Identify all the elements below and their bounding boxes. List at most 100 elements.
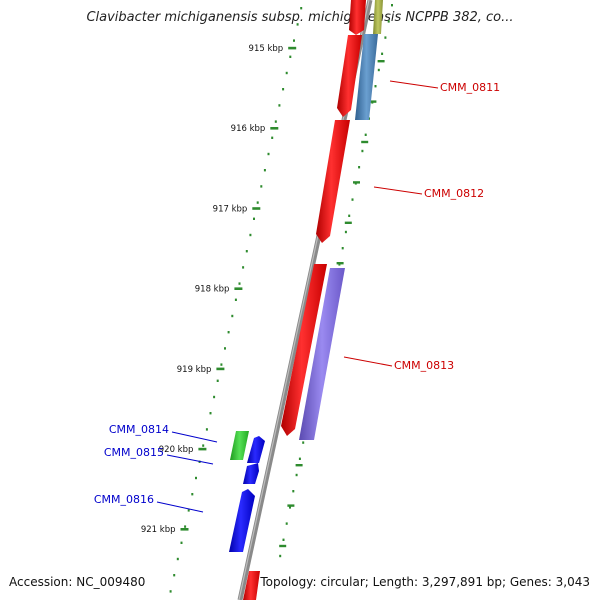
ruler-dot xyxy=(234,298,237,301)
leader-cmm-0814 xyxy=(171,431,218,443)
gene-shape-cmm-0812 xyxy=(316,120,350,243)
ruler-dot xyxy=(224,347,226,350)
ruler-dot xyxy=(298,457,301,460)
ruler-dot xyxy=(285,522,288,525)
ruler-dot xyxy=(300,7,303,10)
ruler-label: 919 kbp xyxy=(177,365,212,375)
map-title: Clavibacter michiganensis subsp. michiga… xyxy=(86,10,514,25)
gene-shape-cmm-0814 xyxy=(230,431,249,460)
ruler-dot xyxy=(191,493,194,496)
leader-cmm-0815 xyxy=(166,454,214,465)
ruler-dot xyxy=(278,104,281,107)
ruler-dot xyxy=(344,230,347,234)
feature-olive xyxy=(373,0,383,34)
ruler-label: 920 kbp xyxy=(159,445,194,455)
ruler-dot xyxy=(391,4,393,7)
ruler-dot xyxy=(381,52,384,55)
accession-text: Accession: NC_009480 xyxy=(9,575,146,589)
ruler-major-tick xyxy=(180,528,189,531)
ruler-dot xyxy=(364,133,367,136)
gene-shape-cmm-0813 xyxy=(281,264,327,436)
gene-label-cmm-0813[interactable]: CMM_0813 xyxy=(394,359,454,372)
ruler-dot xyxy=(169,590,172,593)
ruler-dot xyxy=(295,473,298,477)
ruler-dot xyxy=(180,541,183,544)
ruler-minor-tick xyxy=(279,544,287,548)
ruler-major-tick xyxy=(216,367,225,371)
ruler-dot xyxy=(279,554,282,558)
ruler-dot xyxy=(348,214,351,217)
ruler-label: 917 kbp xyxy=(213,204,248,214)
feature-steel xyxy=(355,34,378,120)
ruler-dot xyxy=(358,166,361,169)
ruler-dot xyxy=(296,23,299,26)
ruler-minor-tick xyxy=(353,181,360,184)
ruler-dot xyxy=(351,198,354,201)
ruler-dot xyxy=(267,152,270,156)
ruler-dot xyxy=(289,55,292,58)
ruler-dot xyxy=(302,441,305,444)
gene-label-cmm-0812[interactable]: CMM_0812 xyxy=(424,187,484,200)
ruler-dot xyxy=(173,574,176,577)
ruler-label: 921 kbp xyxy=(141,525,176,535)
ruler-dot xyxy=(205,428,208,431)
leader-cmm-0816 xyxy=(156,501,204,513)
ruler-dot xyxy=(216,379,219,382)
gene-label-cmm-0811[interactable]: CMM_0811 xyxy=(440,81,500,94)
ruler-dot xyxy=(271,136,274,139)
ruler-dot xyxy=(227,331,230,334)
gene-shape-cmm-0815b xyxy=(243,463,259,484)
ruler-dot xyxy=(285,71,288,75)
ruler-dot xyxy=(293,39,295,42)
leader-cmm-0811 xyxy=(389,80,439,89)
ruler-dot xyxy=(184,525,187,528)
gene-shape-post xyxy=(243,571,260,600)
ruler-dot xyxy=(249,233,252,237)
ruler-major-tick xyxy=(288,46,297,50)
ruler-dot xyxy=(213,395,216,399)
ruler-dot xyxy=(338,263,341,266)
leader-cmm-0813 xyxy=(343,356,393,367)
ruler-label: 916 kbp xyxy=(231,124,266,134)
gene-label-cmm-0816[interactable]: CMM_0816 xyxy=(94,493,154,506)
ruler-dot xyxy=(263,169,266,172)
ruler-major-tick xyxy=(198,447,207,451)
ruler-major-tick xyxy=(234,287,243,290)
gene-shape-cmm-0811 xyxy=(337,35,362,117)
ruler-minor-tick xyxy=(369,100,377,103)
ruler-dot xyxy=(377,68,380,72)
ruler-minor-tick xyxy=(287,504,295,507)
ruler-dot xyxy=(387,20,390,23)
topology-text: Topology: circular; Length: 3,297,891 bp… xyxy=(260,575,590,589)
ruler-major-tick xyxy=(270,127,279,130)
ruler-dot xyxy=(374,85,377,88)
ruler-dot xyxy=(209,412,212,415)
ruler-major-tick xyxy=(252,207,261,210)
ruler-dot xyxy=(220,363,223,366)
ruler-minor-tick xyxy=(344,221,352,224)
gene-shape-cmm-0816 xyxy=(229,489,255,552)
ruler-minor-tick xyxy=(336,262,344,265)
ruler-minor-tick xyxy=(377,60,385,63)
ruler-dot xyxy=(260,185,263,188)
leader-cmm-0812 xyxy=(373,186,423,195)
ruler-dot xyxy=(202,444,205,447)
gene-label-cmm-0815[interactable]: CMM_0815 xyxy=(104,446,164,459)
ruler-label: 915 kbp xyxy=(249,44,284,54)
ruler-dot xyxy=(274,120,277,123)
ruler-dot xyxy=(282,538,285,541)
gene-label-cmm-0814[interactable]: CMM_0814 xyxy=(109,423,169,436)
ruler-dot xyxy=(341,247,344,250)
ruler-minor-tick xyxy=(361,140,369,144)
ruler-dot xyxy=(256,201,259,204)
ruler-minor-tick xyxy=(295,464,303,467)
ruler-dot xyxy=(282,88,285,91)
gene-shape-cmm-0815a xyxy=(247,436,265,463)
ruler-left: 915 kbp 916 kbp 917 kbp 918 kbp 919 kbp 920 k… xyxy=(141,7,303,593)
ruler-dot xyxy=(195,476,197,480)
ruler-dot xyxy=(245,250,248,253)
ruler-dot xyxy=(176,557,179,561)
ruler-dot xyxy=(242,266,245,269)
ruler-dot xyxy=(253,217,255,220)
